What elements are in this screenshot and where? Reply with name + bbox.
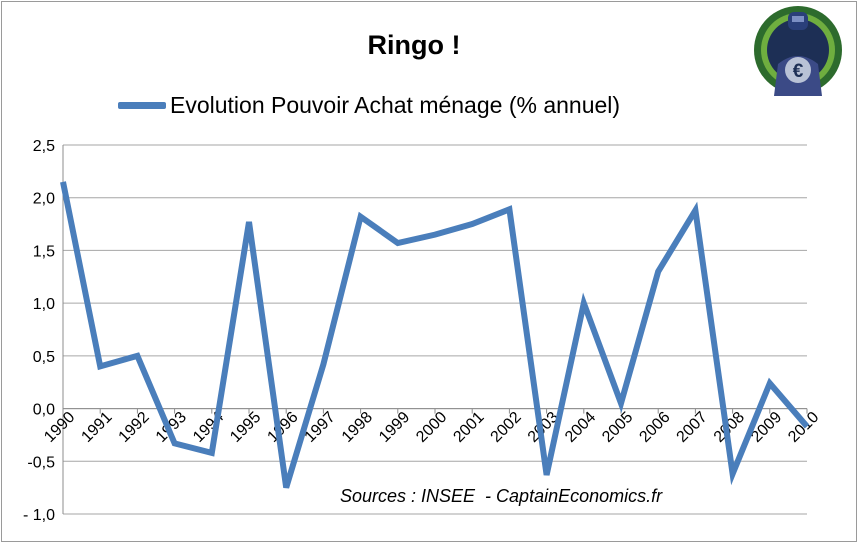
series-line — [60, 181, 810, 489]
x-tick-label: 2006 — [636, 409, 673, 446]
x-tick-label: 1992 — [116, 409, 153, 446]
y-tick-label: - 1,0 — [23, 507, 55, 524]
y-tick-label: 1,5 — [33, 243, 55, 260]
x-tick-label: 1996 — [264, 409, 301, 446]
chart-title: Ringo ! — [367, 30, 461, 60]
chart-legend: Evolution Pouvoir Achat ménage (% annuel… — [118, 88, 620, 122]
y-tick-label: 1,0 — [33, 296, 55, 313]
x-tick-label: 1995 — [227, 409, 264, 446]
x-tick-label: 1999 — [376, 409, 413, 446]
x-tick-label: 1998 — [339, 409, 376, 446]
x-tick-label: 2001 — [450, 409, 487, 446]
x-tick-label: 1991 — [78, 409, 115, 446]
x-tick-label: 1994 — [190, 409, 227, 446]
y-tick-label: 0,0 — [33, 402, 55, 419]
y-tick-label: 2,0 — [33, 191, 55, 208]
x-tick-label: 2004 — [562, 409, 599, 446]
y-tick-label: 0,5 — [33, 349, 55, 366]
y-tick-label: 2,5 — [33, 138, 55, 155]
x-tick-label: 2002 — [488, 409, 525, 446]
euro-emblem: € — [793, 61, 804, 82]
x-tick-label: 2005 — [599, 409, 636, 446]
legend-swatch — [118, 101, 166, 109]
source-note: Sources : INSEE - CaptainEconomics.fr — [340, 486, 663, 506]
legend-label: Evolution Pouvoir Achat ménage (% annuel… — [170, 91, 621, 118]
y-tick-label: -0,5 — [27, 454, 55, 471]
captain-economics-logo: € — [752, 4, 844, 96]
x-tick-label: 2000 — [413, 409, 450, 446]
captain-economics-shield-icon: € — [754, 6, 842, 96]
x-tick-label: 2007 — [674, 409, 711, 446]
